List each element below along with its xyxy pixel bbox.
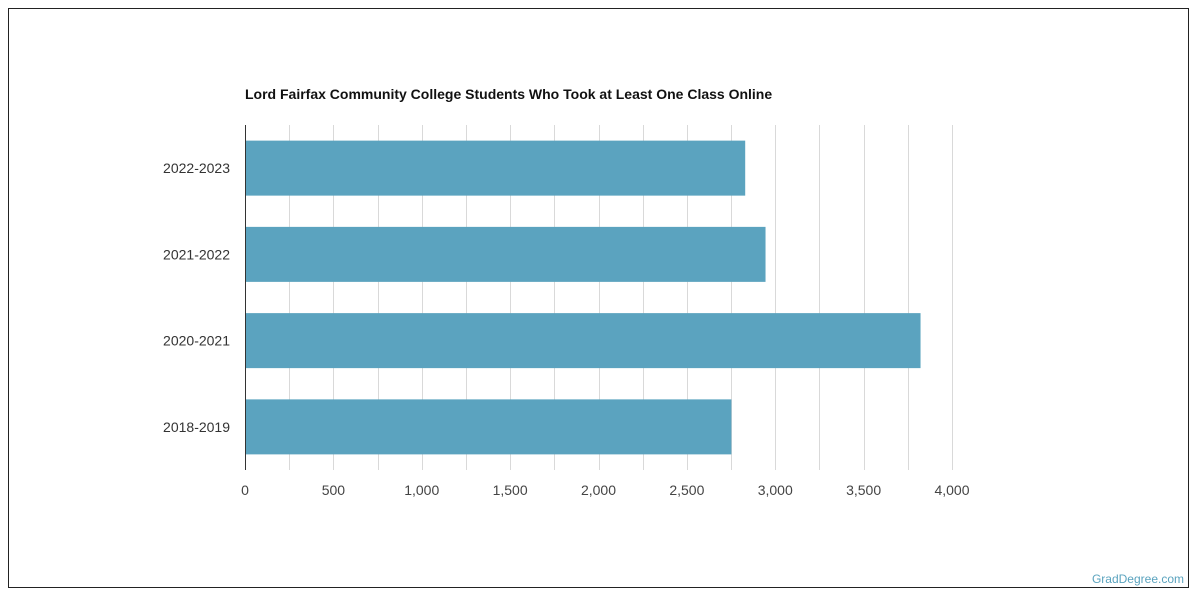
bar-2018-2019 xyxy=(245,399,732,455)
category-label: 2018-2019 xyxy=(163,419,230,435)
bars xyxy=(245,140,921,455)
x-tick-label: 2,500 xyxy=(669,482,704,498)
x-tick-label: 500 xyxy=(322,482,346,498)
category-label: 2022-2023 xyxy=(163,160,230,176)
watermark: GradDegree.com xyxy=(1091,572,1184,586)
x-tick-label: 1,500 xyxy=(493,482,528,498)
x-tick-label: 2,000 xyxy=(581,482,616,498)
x-tick-label: 4,000 xyxy=(934,482,969,498)
chart-title: Lord Fairfax Community College Students … xyxy=(245,86,772,102)
bar-2022-2023 xyxy=(245,140,746,196)
chart-frame xyxy=(8,8,1189,588)
bar-2020-2021 xyxy=(245,313,921,369)
x-tick-label: 3,500 xyxy=(846,482,881,498)
category-labels: 2022-2023 2021-2022 2020-2021 2018-2019 xyxy=(163,160,230,435)
x-tick-label: 0 xyxy=(241,482,249,498)
category-label: 2020-2021 xyxy=(163,333,230,349)
bar-2021-2022 xyxy=(245,226,766,282)
x-tick-labels: 0 500 1,000 1,500 2,000 2,500 3,000 3,500 4,000 xyxy=(241,482,970,498)
category-label: 2021-2022 xyxy=(163,246,230,262)
x-tick-label: 1,000 xyxy=(404,482,439,498)
x-tick-label: 3,000 xyxy=(758,482,793,498)
